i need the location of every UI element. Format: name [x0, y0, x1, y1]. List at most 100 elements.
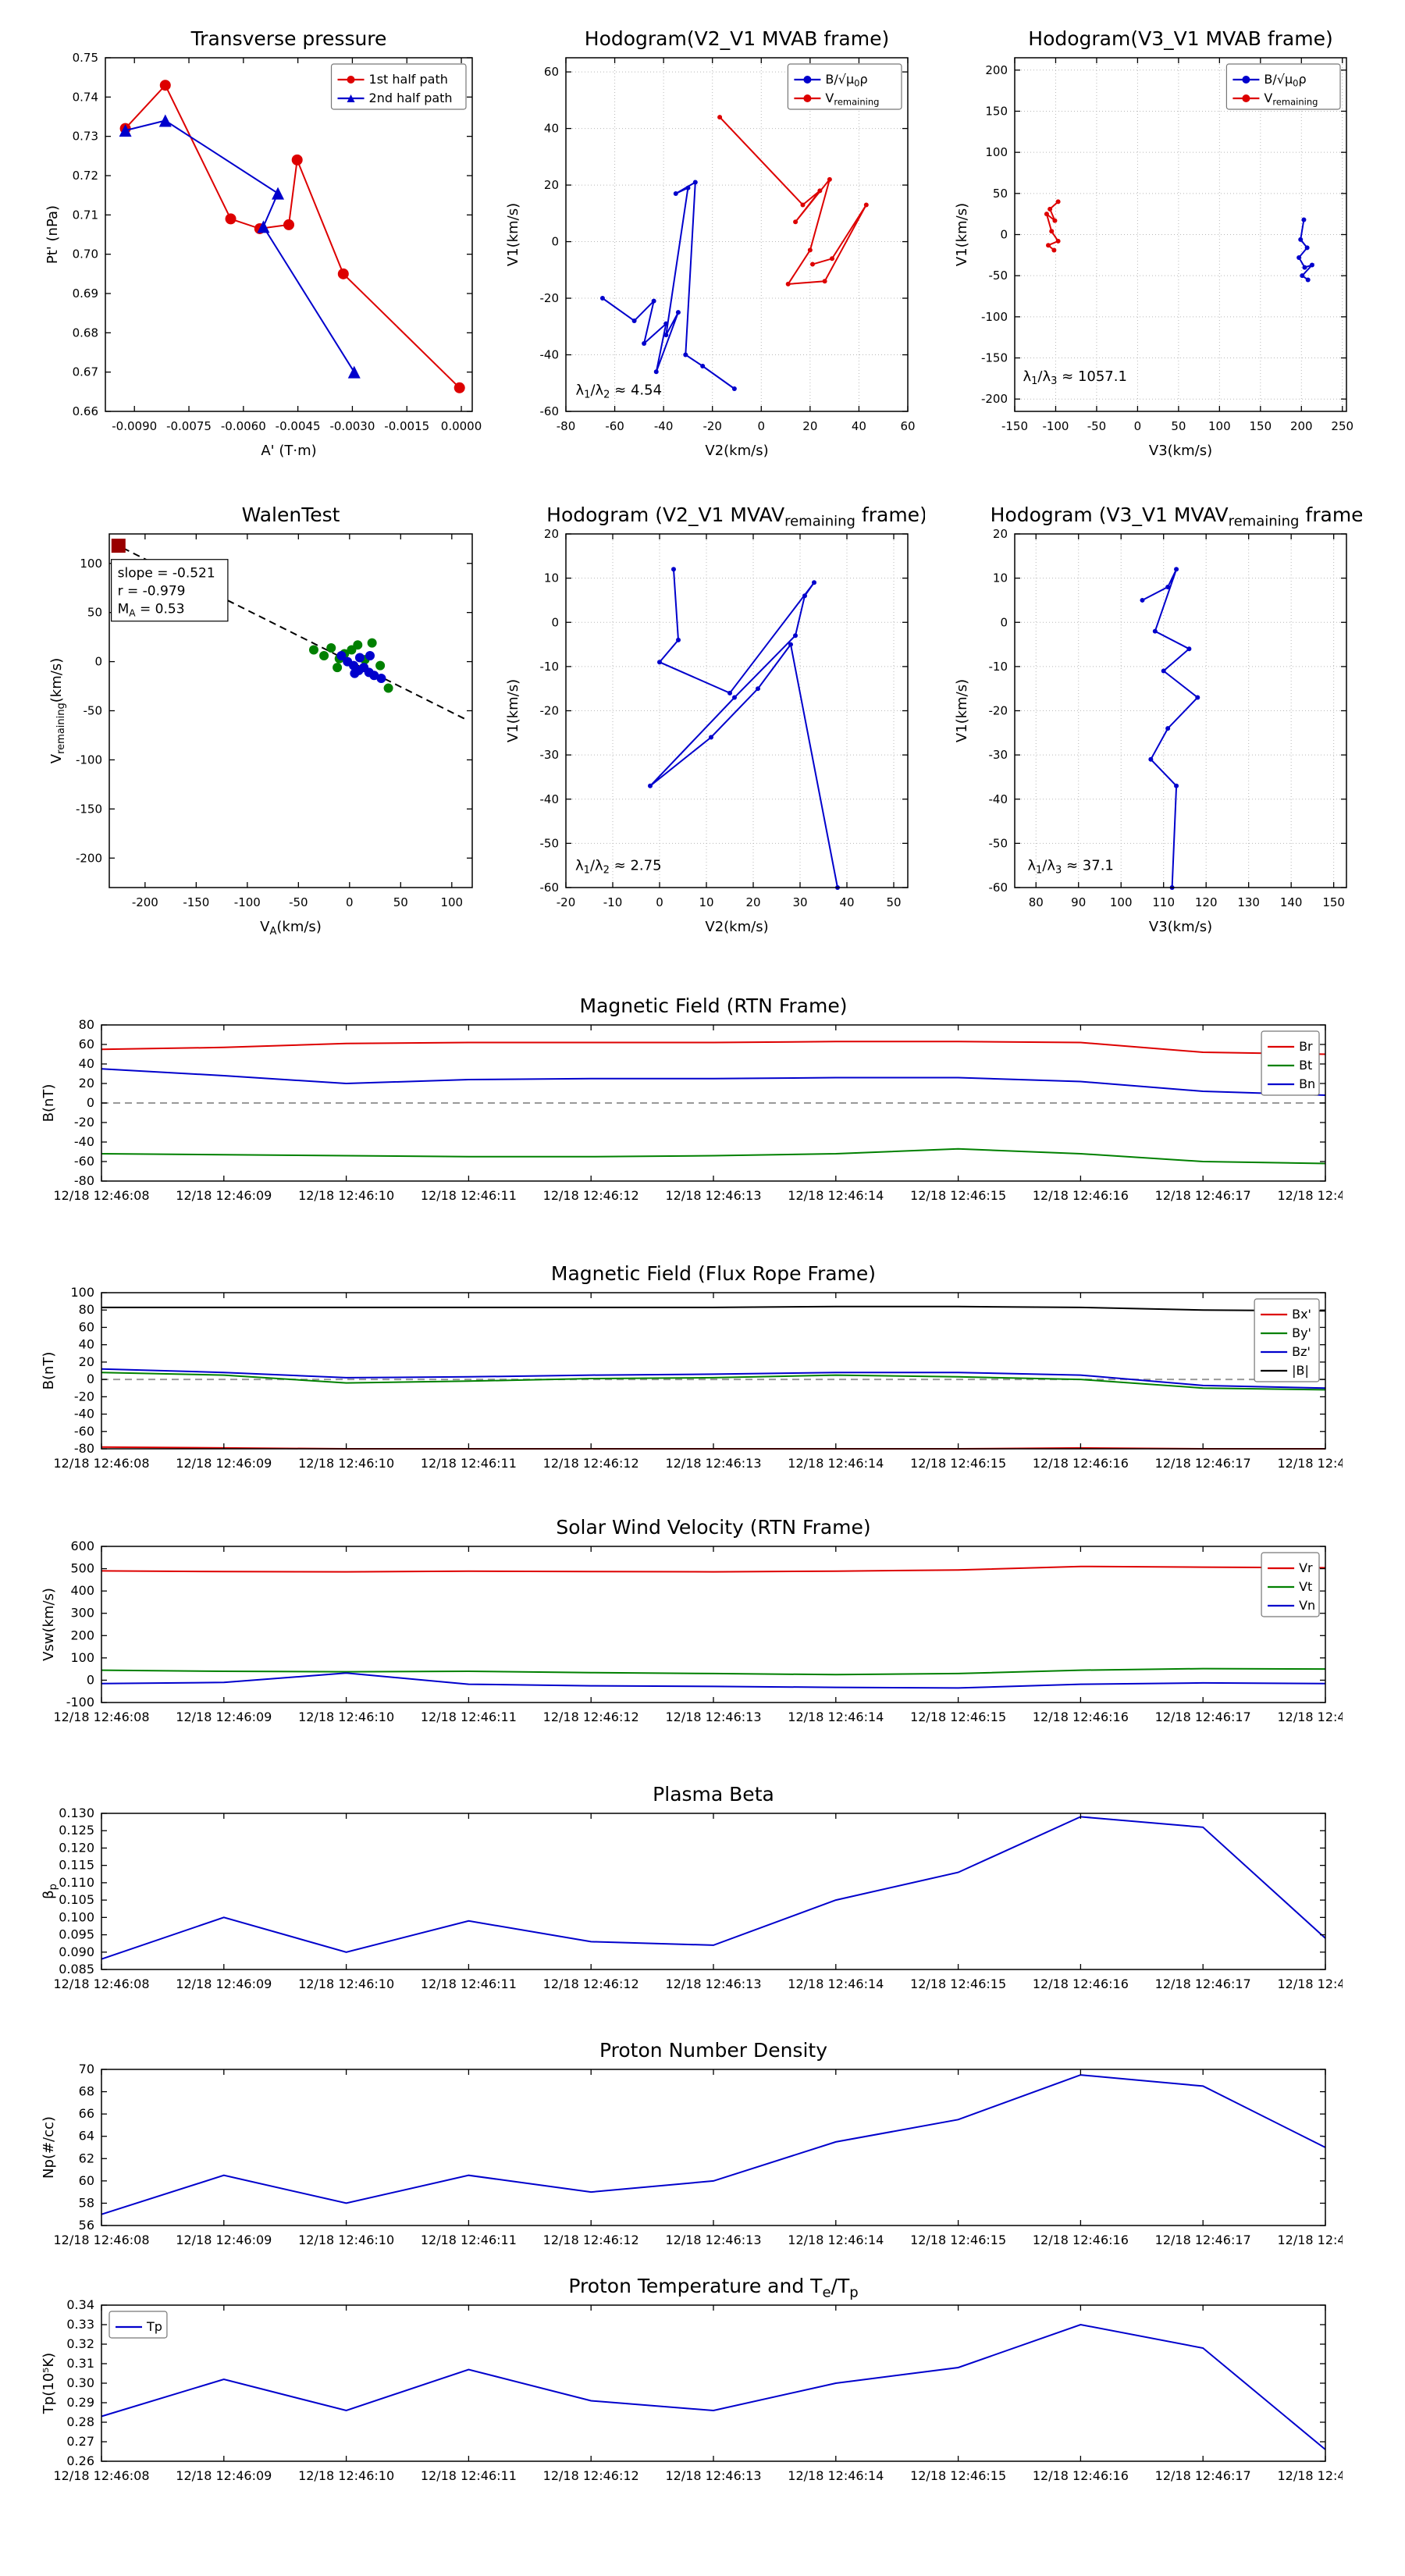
svg-text:0.095: 0.095	[59, 1927, 94, 1942]
svg-text:-80: -80	[74, 1173, 94, 1188]
svg-text:12/18 12:46:14: 12/18 12:46:14	[788, 1456, 884, 1471]
chart-title: Hodogram (V2_V1 MVAVremaining frame)	[546, 503, 925, 530]
svg-text:B/√μ0ρ: B/√μ0ρ	[1264, 72, 1306, 89]
svg-text:12/18 12:46:18: 12/18 12:46:18	[1277, 1976, 1343, 1991]
svg-text:12/18 12:46:16: 12/18 12:46:16	[1033, 1710, 1129, 1724]
svg-text:-50: -50	[1087, 419, 1107, 433]
svg-text:150: 150	[1249, 419, 1272, 433]
y-axis-label: B(nT)	[41, 1352, 57, 1390]
svg-text:Tp: Tp	[146, 2319, 162, 2334]
svg-text:0.0000: 0.0000	[441, 419, 482, 433]
svg-text:-10: -10	[989, 660, 1008, 674]
svg-text:-150: -150	[183, 895, 209, 909]
x-axis: 12/18 12:46:08 12/18 12:46:09 12/18 12:46:…	[53, 1546, 1374, 1724]
svg-text:-0.0030: -0.0030	[329, 419, 375, 433]
svg-text:12/18 12:46:11: 12/18 12:46:11	[421, 2233, 517, 2247]
svg-text:12/18 12:46:17: 12/18 12:46:17	[1155, 1188, 1251, 1203]
plot-walen_test: -200 -150 -100 -50 0 50 100 -200 -150 -100 -50 0 50 1…	[48, 503, 473, 938]
legend: Bx' By' Bz' |B|	[1254, 1298, 1320, 1382]
svg-text:50: 50	[87, 606, 102, 620]
svg-text:250: 250	[1331, 419, 1353, 433]
svg-text:40: 40	[79, 1337, 94, 1352]
svg-text:-60: -60	[540, 404, 560, 418]
svg-text:12/18 12:46:11: 12/18 12:46:11	[421, 1976, 517, 1991]
chart-title: Transverse pressure	[190, 27, 387, 50]
svg-text:600: 600	[70, 1539, 94, 1553]
plot-hodogram_v3v1_mvav: 80 90 100 110 120 130 140 150-60-50-40-30-20-10…	[954, 503, 1371, 935]
svg-text:40: 40	[544, 122, 559, 136]
svg-text:-60: -60	[989, 881, 1008, 895]
plot-frame	[565, 57, 909, 412]
svg-text:-60: -60	[74, 1424, 94, 1439]
svg-text:10: 10	[544, 571, 559, 585]
svg-text:20: 20	[993, 527, 1008, 541]
plot-frame	[101, 1546, 1326, 1703]
series-second-half-points	[336, 651, 386, 683]
chart-title: Magnetic Field (Flux Rope Frame)	[551, 1262, 876, 1285]
svg-text:r = -0.979: r = -0.979	[118, 584, 186, 600]
svg-text:0.67: 0.67	[73, 365, 98, 379]
svg-text:12/18 12:46:18: 12/18 12:46:18	[1277, 1188, 1343, 1203]
svg-text:Vremaining: Vremaining	[825, 91, 879, 108]
svg-text:1st half path: 1st half path	[369, 72, 448, 87]
svg-text:MA = 0.53: MA = 0.53	[118, 602, 185, 619]
svg-text:12/18 12:46:17: 12/18 12:46:17	[1155, 1976, 1251, 1991]
plot-mag_rtn: 12/18 12:46:08 12/18 12:46:09 12/18 12:46:…	[41, 994, 1374, 1203]
svg-text:0: 0	[1134, 419, 1142, 433]
svg-text:-0.0060: -0.0060	[221, 419, 266, 433]
svg-text:0.30: 0.30	[66, 2375, 94, 2390]
svg-text:B/√μ0ρ: B/√μ0ρ	[825, 72, 867, 89]
svg-text:-100: -100	[76, 753, 102, 767]
chart-magnetic-field-rtn: 12/18 12:46:08 12/18 12:46:09 12/18 12:46:…	[31, 987, 1374, 1214]
y-axis: 0.26 0.27 0.28 0.29 0.30 0.31 0.32 0.33 0.34	[66, 2297, 1325, 2468]
svg-text:12/18 12:46:17: 12/18 12:46:17	[1155, 1456, 1251, 1471]
svg-text:0: 0	[87, 1095, 94, 1110]
svg-text:30: 30	[792, 895, 807, 909]
svg-text:12/18 12:46:15: 12/18 12:46:15	[910, 1976, 1006, 1991]
plot-vsw_rtn: 12/18 12:46:08 12/18 12:46:09 12/18 12:46:…	[41, 1516, 1374, 1724]
svg-text:0.110: 0.110	[59, 1875, 94, 1890]
svg-text:500: 500	[70, 1561, 94, 1576]
svg-text:-80: -80	[557, 419, 576, 433]
svg-text:0.31: 0.31	[66, 2356, 94, 2371]
y-axis-label: V1(km/s)	[505, 679, 521, 742]
svg-text:80: 80	[1029, 895, 1044, 909]
x-axis: -20 -10 0 10 20 30 40 50	[557, 534, 902, 909]
svg-text:0.34: 0.34	[66, 2297, 94, 2312]
svg-text:140: 140	[1280, 895, 1303, 909]
svg-text:-30: -30	[540, 748, 560, 762]
svg-text:-20: -20	[74, 1389, 94, 1404]
svg-text:50: 50	[993, 187, 1008, 201]
x-axis: -150 -100 -50 0 50 100 150 200 250	[1001, 58, 1353, 433]
svg-text:-0.0045: -0.0045	[276, 419, 321, 433]
svg-text:0.70: 0.70	[73, 247, 98, 262]
svg-text:-200: -200	[981, 392, 1008, 406]
svg-text:12/18 12:46:08: 12/18 12:46:08	[53, 2468, 149, 2483]
svg-text:20: 20	[544, 527, 559, 541]
x-axis: 12/18 12:46:08 12/18 12:46:09 12/18 12:46:…	[53, 2069, 1374, 2247]
svg-text:12/18 12:46:08: 12/18 12:46:08	[53, 1710, 149, 1724]
svg-text:-40: -40	[74, 1407, 94, 1421]
svg-text:-0.0075: -0.0075	[166, 419, 212, 433]
svg-text:-10: -10	[603, 895, 623, 909]
x-axis-label: VA(km/s)	[260, 919, 322, 938]
legend: 1st half path 2nd half path	[330, 63, 467, 110]
series-vn	[101, 1672, 1326, 1689]
svg-text:40: 40	[79, 1056, 94, 1071]
plot-plasma_beta: 12/18 12:46:08 12/18 12:46:09 12/18 12:46:…	[41, 1783, 1374, 1991]
y-axis: -100 0 100 200 300 400 500 600	[66, 1539, 1325, 1710]
svg-text:-100: -100	[981, 310, 1008, 324]
y-axis-label: V1(km/s)	[954, 679, 970, 742]
plot-frame	[101, 2304, 1326, 2462]
svg-text:12/18 12:46:09: 12/18 12:46:09	[176, 1710, 272, 1724]
svg-text:100: 100	[1110, 895, 1133, 909]
y-axis: -80 -60 -40 -20 0 20 40 60 80	[74, 1017, 1325, 1188]
svg-text:12/18 12:46:10: 12/18 12:46:10	[298, 2233, 394, 2247]
svg-text:-40: -40	[540, 348, 560, 362]
series-np	[101, 2074, 1326, 2215]
svg-text:12/18 12:46:09: 12/18 12:46:09	[176, 1456, 272, 1471]
svg-text:12/18 12:46:08: 12/18 12:46:08	[53, 1456, 149, 1471]
svg-text:-50: -50	[289, 895, 308, 909]
svg-text:12/18 12:46:09: 12/18 12:46:09	[176, 1976, 272, 1991]
